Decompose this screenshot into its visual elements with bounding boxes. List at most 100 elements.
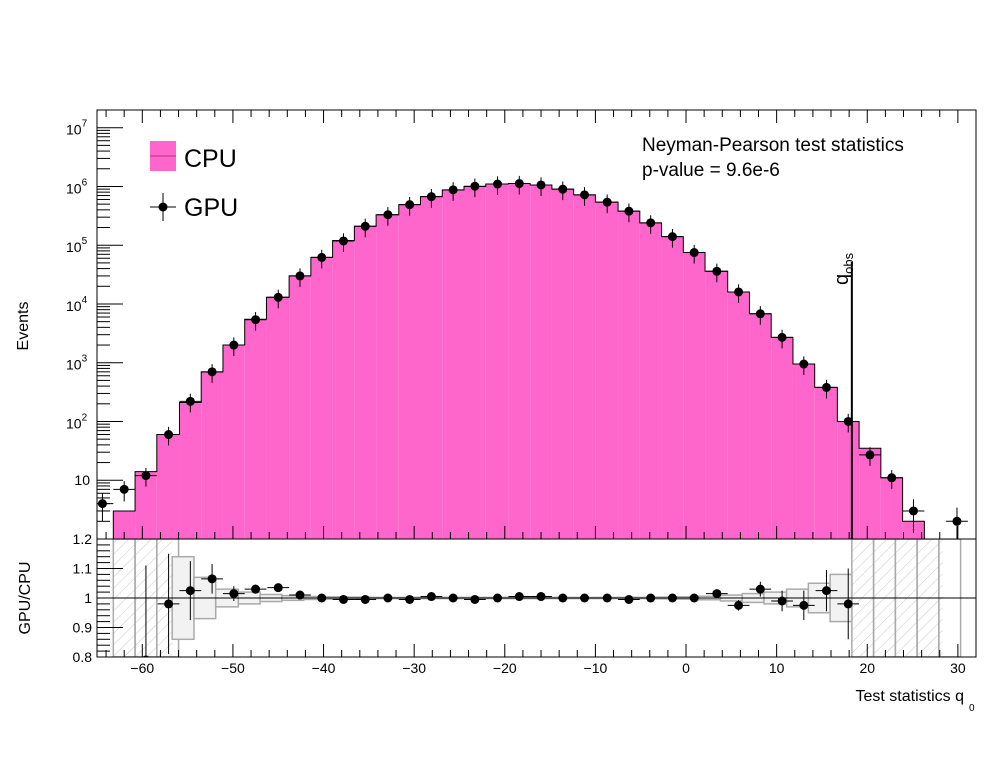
gpu-point xyxy=(273,292,283,302)
ratio-point xyxy=(448,593,458,603)
ratio-point xyxy=(755,584,765,594)
cpu-bar xyxy=(530,184,552,539)
cpu-bar xyxy=(508,183,531,539)
ratio-point xyxy=(777,596,787,606)
ratio-point xyxy=(536,592,546,602)
ratio-point xyxy=(360,594,370,604)
cpu-bar xyxy=(289,275,311,539)
ratio-y-tick-label: 1.2 xyxy=(73,531,93,547)
gpu-point xyxy=(229,340,239,350)
ratio-point xyxy=(821,586,831,596)
y-tick-label: 107 xyxy=(66,119,88,138)
ratio-plot-panel: 0.80.911.11.2 −60 −50 −40 −30 −20 −10 0 10 20 30 … xyxy=(17,531,977,714)
ratio-point xyxy=(295,590,305,600)
ratio-point xyxy=(493,593,503,603)
ratio-point xyxy=(514,592,524,602)
ratio-point xyxy=(338,594,348,604)
cpu-bar xyxy=(376,214,399,539)
ratio-y-tick-label: 1 xyxy=(84,590,92,606)
cpu-bar xyxy=(310,257,333,539)
x-axis: −60 −50 −40 −30 −20 −10 0 10 20 30 xyxy=(105,644,966,676)
gpu-point xyxy=(317,252,327,262)
cpu-bar xyxy=(683,252,706,539)
gpu-point xyxy=(777,332,787,342)
ratio-point xyxy=(843,599,853,609)
legend-cpu-label: CPU xyxy=(184,145,237,173)
ratio-y-tick-label: 0.9 xyxy=(73,620,93,636)
x-tick-label: −60 xyxy=(130,660,154,676)
ratio-point xyxy=(273,583,283,593)
cpu-histogram xyxy=(112,183,925,539)
cpu-bar xyxy=(485,184,509,539)
ratio-point xyxy=(164,599,174,609)
gpu-point xyxy=(646,218,656,228)
ratio-point xyxy=(185,586,195,596)
gpu-point xyxy=(602,197,612,207)
legend-gpu-label: GPU xyxy=(184,194,238,222)
gpu-point xyxy=(799,359,809,369)
cpu-bar xyxy=(705,271,728,539)
gpu-point xyxy=(141,471,151,481)
gpu-point xyxy=(426,192,436,202)
gpu-point xyxy=(558,184,568,194)
x-tick-label: 30 xyxy=(950,660,966,676)
cpu-bar xyxy=(244,319,267,539)
ratio-point xyxy=(602,593,612,603)
gpu-point xyxy=(405,200,415,210)
ratio-point xyxy=(251,584,261,594)
ratio-point xyxy=(558,593,568,603)
x-axis-label: Test statistics q xyxy=(856,688,964,705)
ratio-point xyxy=(383,593,393,603)
legend: CPU GPU xyxy=(150,141,238,222)
ratio-point xyxy=(405,594,415,604)
x-tick-label: −10 xyxy=(584,660,608,676)
ratio-y-tick-label: 1.1 xyxy=(73,561,93,577)
top-x-axis-ticks xyxy=(105,110,959,539)
cpu-bar xyxy=(113,510,136,539)
annotation-title: Neyman-Pearson test statistics xyxy=(642,135,904,156)
x-axis-label-subscript: 0 xyxy=(969,703,975,714)
cpu-bar xyxy=(661,236,684,539)
gpu-point xyxy=(119,484,129,494)
gpu-point xyxy=(843,416,853,426)
gpu-point xyxy=(734,287,744,297)
cpu-bar xyxy=(749,313,772,539)
cpu-bar xyxy=(354,226,377,539)
gpu-point xyxy=(164,430,174,440)
y-axis-label-ratio: GPU/CPU xyxy=(17,562,34,635)
cpu-bar xyxy=(727,291,750,539)
cpu-bar xyxy=(880,477,903,539)
ratio-point xyxy=(712,589,722,599)
gpu-point xyxy=(338,236,348,246)
cpu-bar xyxy=(201,371,223,539)
x-tick-label: −40 xyxy=(312,660,336,676)
cpu-bar xyxy=(618,211,640,539)
gpu-point xyxy=(952,516,962,526)
gpu-point xyxy=(908,506,918,516)
cpu-bar xyxy=(595,202,619,539)
x-tick-label: 10 xyxy=(769,660,785,676)
cpu-bar xyxy=(814,387,838,539)
cpu-bar xyxy=(420,196,443,539)
y-tick-label: 106 xyxy=(66,177,88,196)
gpu-point xyxy=(185,396,195,406)
observed-line-group: qobs xyxy=(831,252,856,539)
gpu-point xyxy=(448,185,458,195)
ratio-point xyxy=(667,593,677,603)
y-tick-label: 102 xyxy=(66,412,88,431)
x-tick-label: 0 xyxy=(682,660,690,676)
ratio-point xyxy=(799,600,809,610)
cpu-bar xyxy=(551,189,574,539)
cpu-bar xyxy=(332,240,355,539)
ratio-point xyxy=(426,592,436,602)
cpu-bar xyxy=(464,186,486,539)
y-axis-label-events: Events xyxy=(15,302,32,351)
ratio-point xyxy=(470,594,480,604)
gpu-point xyxy=(689,248,699,258)
cpu-bar xyxy=(771,337,793,539)
cpu-bar xyxy=(859,448,881,539)
gpu-point xyxy=(470,181,480,191)
ratio-y-tick-label: 0.8 xyxy=(73,649,93,665)
gpu-point xyxy=(360,221,370,231)
